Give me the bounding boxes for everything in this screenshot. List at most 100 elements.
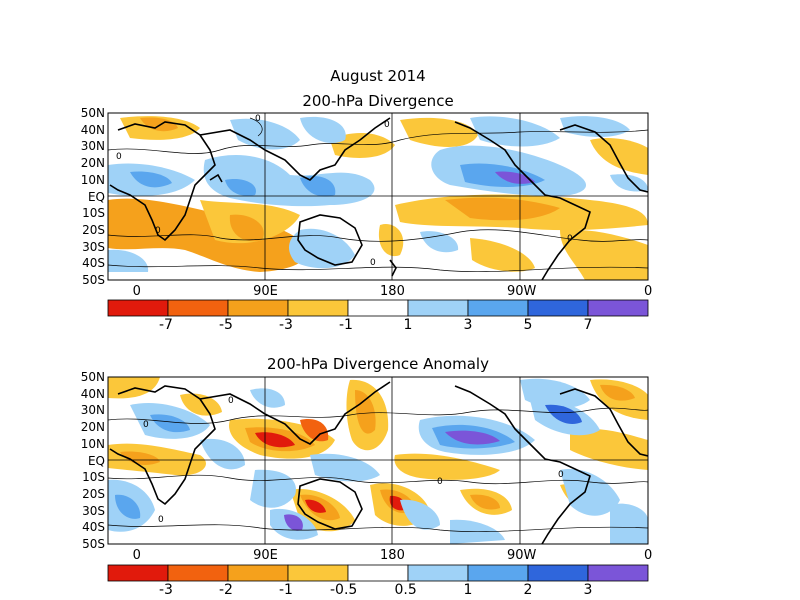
latitude-label: 20S [82,222,105,237]
map-frame [107,112,649,281]
colorbar-label: -1 [339,317,353,333]
contour-label: 0 [158,515,164,525]
colorbar-swatch [407,299,469,317]
colorbar-label: -0.5 [330,582,358,598]
latitude-label: 30S [82,239,105,254]
latitude-label: 40S [82,520,105,535]
latitude-label: 10S [82,470,105,485]
contour-label: 0 [437,477,443,487]
latitude-label: 30N [80,139,105,154]
negative-patch [330,133,395,158]
colorbar-swatch [287,299,349,317]
negative-patch [590,137,648,175]
colorbar-label: 2 [523,582,533,598]
longitude-label: 180 [380,284,405,299]
positive-patch [250,388,285,408]
colorbar-swatch [467,564,529,582]
positive-patch [300,175,336,197]
negative-patch [305,499,326,513]
colorbar-swatch [287,564,349,582]
positive-patch [284,514,303,531]
positive-patch [470,116,560,147]
longitude-label: 90E [253,548,278,563]
contour-label: 0 [558,470,564,480]
negative-patch [140,117,178,132]
positive-patch [495,171,535,184]
negative-patch [389,495,406,511]
colorbar-swatch [167,299,229,317]
anomaly-field [108,377,648,544]
negative-patch [300,419,329,442]
colorbar-label: 3 [463,317,473,333]
latitude-label: 20N [80,156,105,171]
colorbar-swatch [527,564,589,582]
contour-label: 0 [370,258,376,268]
longitude-label: 90W [506,548,537,563]
colorbar-label: 0.5 [394,582,417,598]
colorbar-swatch [347,564,409,582]
longitude-label: 0 [644,284,653,299]
colorbar-label: 5 [523,317,533,333]
colorbar-swatch [347,299,409,317]
colorbar-label: 7 [583,317,593,333]
contour-label: 0 [567,234,573,244]
contour-label: 0 [228,396,234,406]
longitude-label: 90W [506,284,537,299]
contour-label: 0 [116,152,122,162]
colorbar-label: 3 [583,582,593,598]
colorbar-label: -7 [159,317,173,333]
contour-label: 0 [255,114,261,124]
longitude-label: 0 [644,548,653,563]
latitude-label: 20S [82,486,105,501]
colorbar-label: 1 [403,317,413,333]
negative-patch [470,494,500,510]
colorbar [107,564,649,582]
colorbar-swatch [467,299,529,317]
positive-patch [610,174,648,192]
colorbar-swatch [587,564,649,582]
main-title: August 2014 [330,67,426,85]
latitude-label: 50N [80,106,105,120]
positive-patch [545,404,582,425]
colorbar-swatch [227,299,289,317]
negative-patch [229,214,264,242]
latitude-label: EQ [87,189,105,204]
latitude-label: 40S [82,256,105,271]
latitude-label: EQ [87,453,105,468]
latitude-label: 40N [80,386,105,401]
grid-lines [108,377,648,544]
positive-patch [200,438,245,470]
positive-patch [445,430,500,445]
colorbar-swatch [107,299,169,317]
positive-patch [225,179,256,196]
latitude-label: 40N [80,122,105,137]
longitude-label: 90E [253,284,278,299]
latitude-label: 10N [80,436,105,451]
contour-label: 0 [155,226,161,236]
latitude-label: 50S [82,273,105,287]
colorbar-label: -3 [279,317,293,333]
panel-title-anomaly: 200-hPa Divergence Anomaly [267,355,489,373]
negative-patch [378,224,404,257]
positive-patch [420,231,459,253]
latitude-label: 10N [80,172,105,187]
latitude-label: 50N [80,370,105,384]
colorbar-swatch [587,299,649,317]
coastlines [109,381,648,544]
colorbar-swatch [227,564,289,582]
colorbar-label: -1 [279,582,293,598]
contour-label: 0 [384,120,390,130]
contour-label: 0 [143,420,149,430]
colorbar-label: -2 [219,582,233,598]
longitude-label: 180 [380,548,405,563]
panel-title-divergence: 200-hPa Divergence [302,92,454,110]
colorbar [107,299,649,317]
positive-patch [115,494,141,519]
longitude-label: 0 [132,284,141,299]
map-frame [107,376,649,545]
positive-patch [288,228,355,269]
positive-patch [610,503,648,544]
divergence-field [108,113,648,280]
negative-patch [355,390,376,434]
colorbar-swatch [407,564,469,582]
